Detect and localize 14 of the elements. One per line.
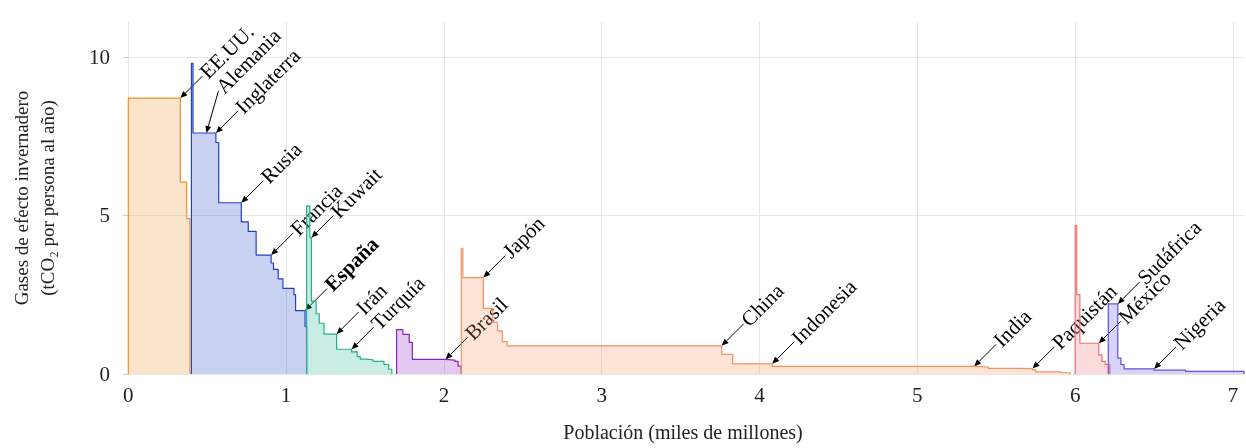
y-tick-label: 0 xyxy=(99,362,110,386)
y-tick-label: 10 xyxy=(89,44,110,69)
x-tick-label: 0 xyxy=(123,382,134,407)
x-tick-label: 5 xyxy=(912,382,923,407)
x-tick-label: 4 xyxy=(754,382,766,407)
x-tick-label: 6 xyxy=(1069,382,1081,407)
x-axis-title: Población (miles de millones) xyxy=(563,421,803,444)
x-tick-label: 3 xyxy=(596,382,607,407)
x-tick-label: 2 xyxy=(438,382,450,407)
y-axis-title: Gases de efecto invernadero (tCO₂ por persona al año) xyxy=(10,90,59,306)
x-tick-label: 7 xyxy=(1227,382,1239,407)
x-tick-label: 1 xyxy=(280,382,292,407)
y-tick-label: 5 xyxy=(99,203,110,228)
annotation: India xyxy=(988,303,1037,352)
